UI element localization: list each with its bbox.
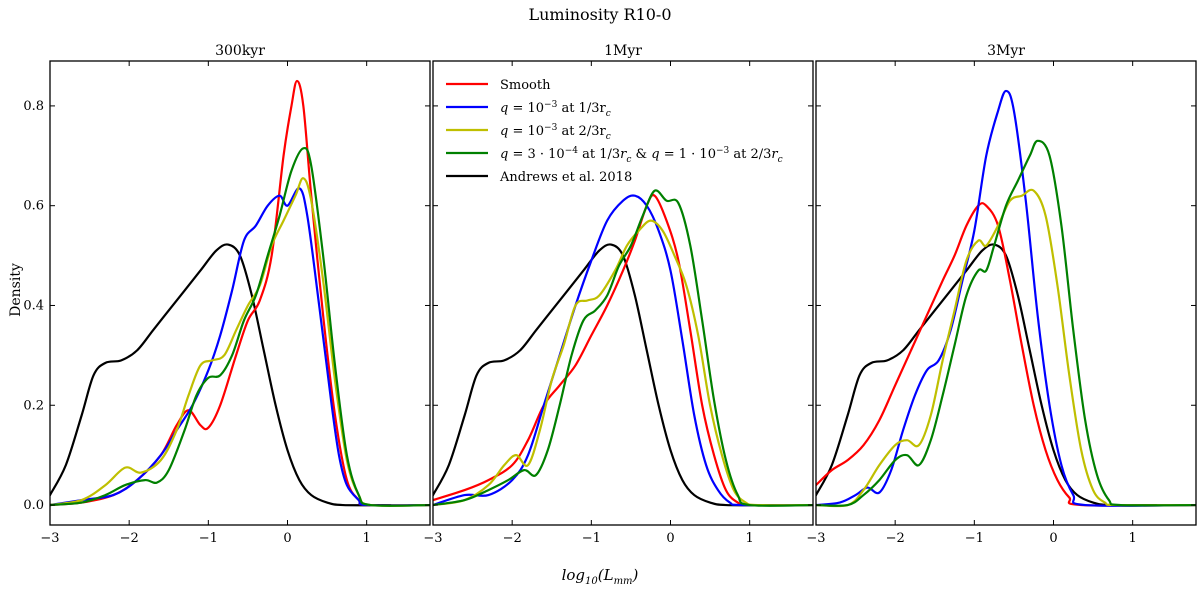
x-tick-label: −2 — [886, 531, 905, 546]
x-tick-label: 0 — [283, 531, 291, 546]
x-tick-label: −2 — [503, 531, 522, 546]
series-line-1 — [433, 194, 813, 507]
legend-item-q1: q = 10−3 at 1/3rc — [446, 100, 611, 119]
y-axis-label: Density — [8, 263, 24, 317]
panel-title: 3Myr — [987, 43, 1025, 59]
panel-frame — [815, 60, 1197, 526]
x-tick-label: −1 — [965, 531, 984, 546]
series-line-3 — [433, 219, 813, 507]
series-line-3 — [50, 177, 430, 507]
chart-title: Luminosity R10-0 — [528, 5, 671, 24]
series-line-2 — [816, 89, 1196, 507]
series-line-0 — [433, 243, 775, 507]
x-tick-label: −3 — [423, 531, 442, 546]
series-line-1 — [816, 202, 1196, 507]
panel-3Myr: 3Myr −3 −2 −1 0 1 — [806, 43, 1197, 546]
series-line-3 — [816, 188, 1196, 508]
legend-item-andrews: Andrews et al. 2018 — [446, 170, 632, 185]
x-tick-label: −3 — [806, 531, 825, 546]
legend-label: Smooth — [500, 78, 551, 93]
y-tick-label: 0.6 — [23, 199, 44, 214]
x-tick-label: −1 — [199, 531, 218, 546]
x-tick-label: −1 — [582, 531, 601, 546]
x-tick-label: 0 — [1049, 531, 1057, 546]
legend-item-q3: q = 3 · 10−4 at 1/3rc & q = 1 · 10−3 at … — [446, 146, 783, 165]
panel-1Myr: 1Myr −3 −2 −1 0 1 — [423, 43, 814, 546]
legend-label: q = 3 · 10−4 at 1/3rc & q = 1 · 10−3 at … — [500, 146, 783, 165]
series-line-4 — [50, 146, 430, 507]
series-line-4 — [433, 189, 813, 507]
panel-title: 300kyr — [215, 43, 265, 59]
y-tick-label: 0.2 — [23, 398, 44, 413]
legend-label: Andrews et al. 2018 — [499, 170, 632, 185]
legend-label: q = 10−3 at 2/3rc — [500, 123, 611, 142]
x-tick-label: 1 — [746, 531, 754, 546]
series-line-4 — [816, 139, 1196, 507]
y-tick-label: 0.4 — [23, 298, 44, 313]
y-tick-label: 0.0 — [23, 498, 44, 513]
x-tick-label: 1 — [1129, 531, 1137, 546]
panel-frame — [49, 60, 431, 526]
x-tick-label: 1 — [363, 531, 371, 546]
series-line-2 — [50, 187, 430, 507]
x-tick-label: 0 — [666, 531, 674, 546]
legend-item-q2: q = 10−3 at 2/3rc — [446, 123, 611, 142]
legend-item-smooth: Smooth — [446, 78, 551, 93]
x-tick-label: −3 — [40, 531, 59, 546]
legend-label: q = 10−3 at 1/3rc — [500, 100, 611, 119]
legend: Smooth q = 10−3 at 1/3rc q = 10−3 at 2/3rc… — [446, 78, 783, 185]
panel-frame — [432, 60, 814, 526]
panel-300kyr: 300kyr −3 −2 −1 0 1 0.0 0.2 0.4 0.6 0.8 — [23, 43, 431, 546]
panels: 300kyr −3 −2 −1 0 1 0.0 0.2 0.4 0.6 0.8 1Myr −3 −2 −1 0… — [23, 43, 1197, 546]
y-tick-label: 0.8 — [23, 99, 44, 114]
series-line-2 — [433, 194, 813, 507]
series-line-0 — [50, 243, 392, 507]
panel-title: 1Myr — [604, 43, 642, 59]
x-tick-label: −2 — [120, 531, 139, 546]
